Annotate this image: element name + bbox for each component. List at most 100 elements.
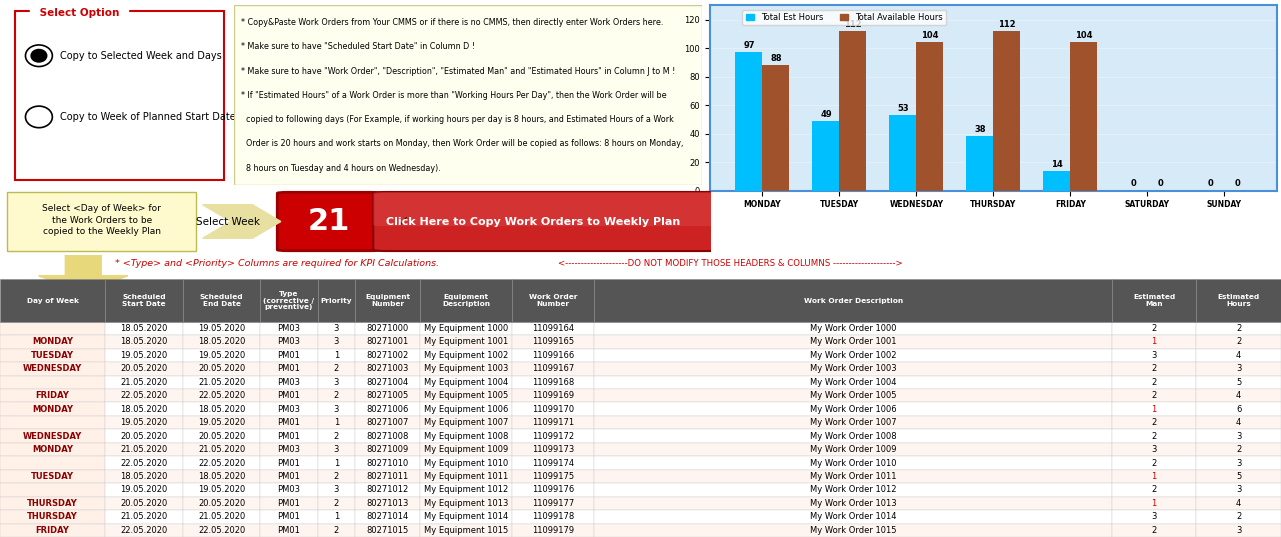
Text: PM01: PM01 (278, 418, 300, 427)
Bar (1112, 389, 1196, 403)
Bar (105, 470, 183, 483)
Text: My Equipment 1007: My Equipment 1007 (424, 418, 509, 427)
Bar (1112, 335, 1196, 349)
Text: 2: 2 (333, 432, 339, 441)
Text: My Equipment 1004: My Equipment 1004 (424, 378, 509, 387)
Bar (0, 335, 105, 349)
Text: * Copy&Paste Work Orders from Your CMMS or if there is no CMMS, then directly en: * Copy&Paste Work Orders from Your CMMS … (241, 18, 664, 27)
Text: 3: 3 (333, 445, 339, 454)
Text: 19.05.2020: 19.05.2020 (199, 418, 245, 427)
Text: PM01: PM01 (278, 472, 300, 481)
Text: 20.05.2020: 20.05.2020 (199, 432, 245, 441)
Text: Estimated
Hours: Estimated Hours (1218, 294, 1259, 307)
Bar (0, 483, 105, 497)
Text: 3: 3 (1236, 459, 1241, 468)
Bar (0, 443, 105, 456)
Bar (1196, 416, 1281, 430)
Text: 2: 2 (1152, 485, 1157, 495)
Bar (420, 389, 512, 403)
Bar (105, 362, 183, 375)
FancyBboxPatch shape (234, 5, 702, 185)
Bar (512, 279, 594, 322)
Bar (355, 430, 420, 443)
Text: 11099168: 11099168 (533, 378, 574, 387)
Text: 21.05.2020: 21.05.2020 (199, 378, 245, 387)
FancyBboxPatch shape (373, 192, 721, 251)
Bar (1196, 375, 1281, 389)
Text: My Equipment 1010: My Equipment 1010 (424, 459, 509, 468)
Text: 11099173: 11099173 (533, 445, 574, 454)
Text: 3: 3 (1236, 364, 1241, 373)
Bar (260, 510, 318, 524)
Text: 4: 4 (1236, 351, 1241, 360)
Bar (512, 443, 594, 456)
Text: 2: 2 (1152, 418, 1157, 427)
FancyBboxPatch shape (8, 192, 196, 251)
Bar (1196, 322, 1281, 335)
Bar (318, 362, 355, 375)
Text: 21.05.2020: 21.05.2020 (199, 512, 245, 521)
Bar (994, 31, 1021, 191)
Text: My Work Order 1015: My Work Order 1015 (810, 526, 897, 535)
Bar (512, 322, 594, 335)
Bar (105, 443, 183, 456)
Text: 19.05.2020: 19.05.2020 (199, 324, 245, 333)
Text: Work Order Description: Work Order Description (803, 297, 903, 303)
Text: 97: 97 (743, 41, 755, 50)
Text: 11099169: 11099169 (533, 391, 574, 400)
Bar (594, 279, 1112, 322)
Text: Copy to Week of Planned Start Date: Copy to Week of Planned Start Date (60, 112, 236, 122)
Text: My Equipment 1003: My Equipment 1003 (424, 364, 509, 373)
Bar (0, 456, 105, 470)
Bar (512, 497, 594, 510)
Text: 11099172: 11099172 (533, 432, 574, 441)
Bar (512, 349, 594, 362)
Text: Click Here to Copy Work Orders to Weekly Plan: Click Here to Copy Work Orders to Weekly… (386, 216, 680, 227)
Bar (1112, 443, 1196, 456)
Text: 104: 104 (921, 31, 939, 40)
Text: 3: 3 (333, 324, 339, 333)
Bar (1112, 497, 1196, 510)
Bar (1196, 362, 1281, 375)
Polygon shape (202, 205, 281, 238)
Text: 21.05.2020: 21.05.2020 (199, 445, 245, 454)
Bar (105, 497, 183, 510)
Bar (355, 483, 420, 497)
Text: 80271003: 80271003 (366, 364, 409, 373)
Text: 22.05.2020: 22.05.2020 (120, 459, 168, 468)
Text: 80271015: 80271015 (366, 526, 409, 535)
Bar (105, 430, 183, 443)
Bar (0, 510, 105, 524)
Text: 11099165: 11099165 (533, 337, 574, 346)
Bar (183, 322, 260, 335)
Text: 21.05.2020: 21.05.2020 (120, 378, 168, 387)
Bar (512, 403, 594, 416)
Bar (355, 470, 420, 483)
Bar (512, 375, 594, 389)
Text: 1: 1 (333, 351, 339, 360)
Text: 2: 2 (1152, 378, 1157, 387)
Bar (812, 121, 839, 191)
Text: 3: 3 (333, 378, 339, 387)
Text: My Work Order 1002: My Work Order 1002 (810, 351, 897, 360)
Bar (594, 483, 1112, 497)
Text: TUESDAY: TUESDAY (31, 351, 74, 360)
Text: 80271005: 80271005 (366, 391, 409, 400)
Text: 2: 2 (333, 526, 339, 535)
Bar (260, 497, 318, 510)
Bar (355, 335, 420, 349)
Text: 2: 2 (1152, 459, 1157, 468)
Text: 11099174: 11099174 (533, 459, 574, 468)
Circle shape (31, 49, 46, 62)
Text: 5: 5 (1236, 472, 1241, 481)
Bar (183, 470, 260, 483)
Text: WEDNESDAY: WEDNESDAY (23, 364, 82, 373)
Bar (420, 510, 512, 524)
Text: 19.05.2020: 19.05.2020 (199, 485, 245, 495)
Bar (512, 510, 594, 524)
Bar (0, 322, 105, 335)
Bar (1112, 403, 1196, 416)
Text: Equipment
Number: Equipment Number (365, 294, 410, 307)
Bar (420, 497, 512, 510)
Bar (260, 349, 318, 362)
